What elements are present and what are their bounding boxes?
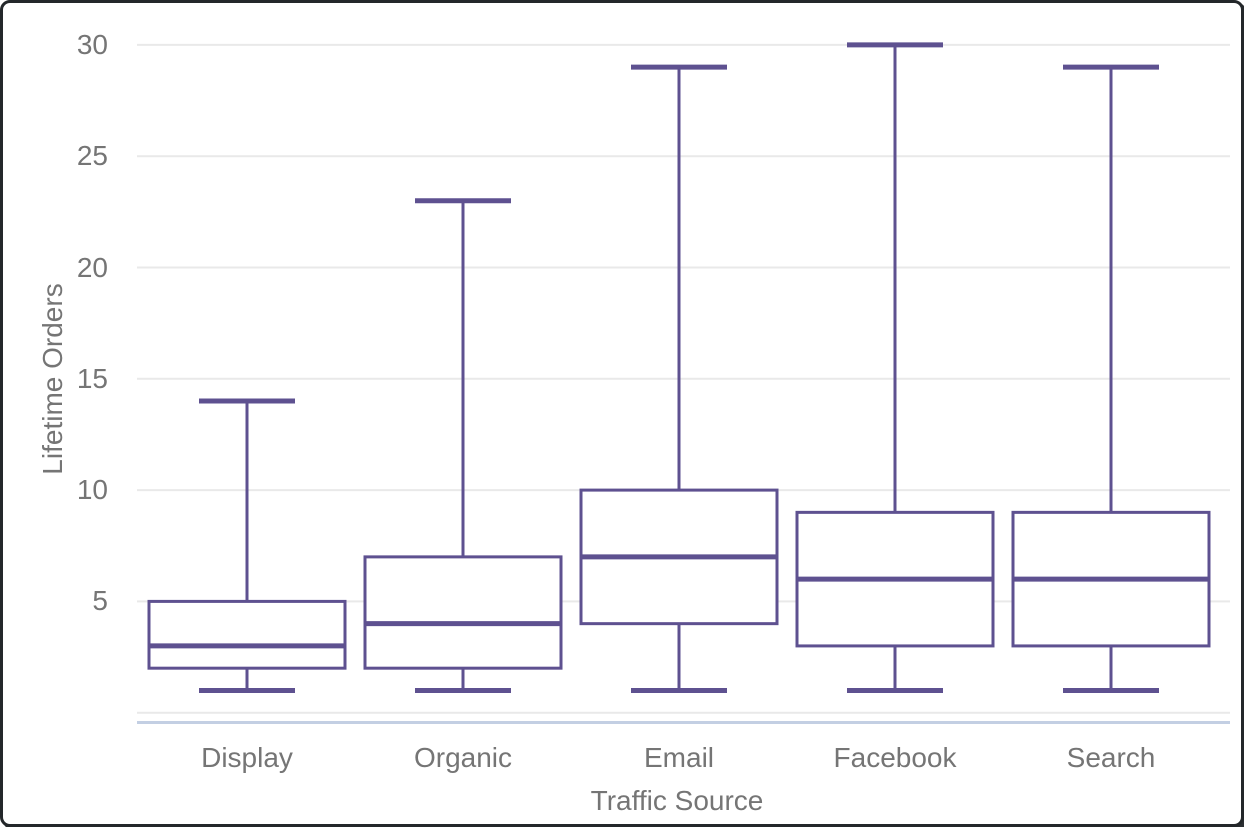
boxplot-facebook[interactable] [795,42,995,693]
y-axis-title: Lifetime Orders [37,283,68,475]
boxplot-email[interactable] [579,64,779,693]
box-rect [147,599,347,670]
y-tick-label-10: 10 [76,474,108,506]
y-tick-label-20: 20 [76,251,108,283]
x-tick-label-email: Email [643,742,715,773]
x-tick-label-display: Display [201,742,293,773]
y-tick-label-15: 15 [76,362,108,394]
y-tick-label-30: 30 [76,28,108,60]
y-tick-label-25: 25 [76,140,108,172]
box-rect [363,555,563,670]
boxplot-display[interactable] [147,398,347,693]
x-axis-title: Traffic Source [590,785,764,816]
x-tick-label-search: Search [1066,742,1156,773]
x-tick-label-organic: Organic [413,742,513,773]
y-tick-label-5: 5 [92,585,108,617]
x-tick-label-facebook: Facebook [833,742,957,773]
boxplot-search[interactable] [1011,64,1211,693]
boxplot-organic[interactable] [363,198,563,693]
